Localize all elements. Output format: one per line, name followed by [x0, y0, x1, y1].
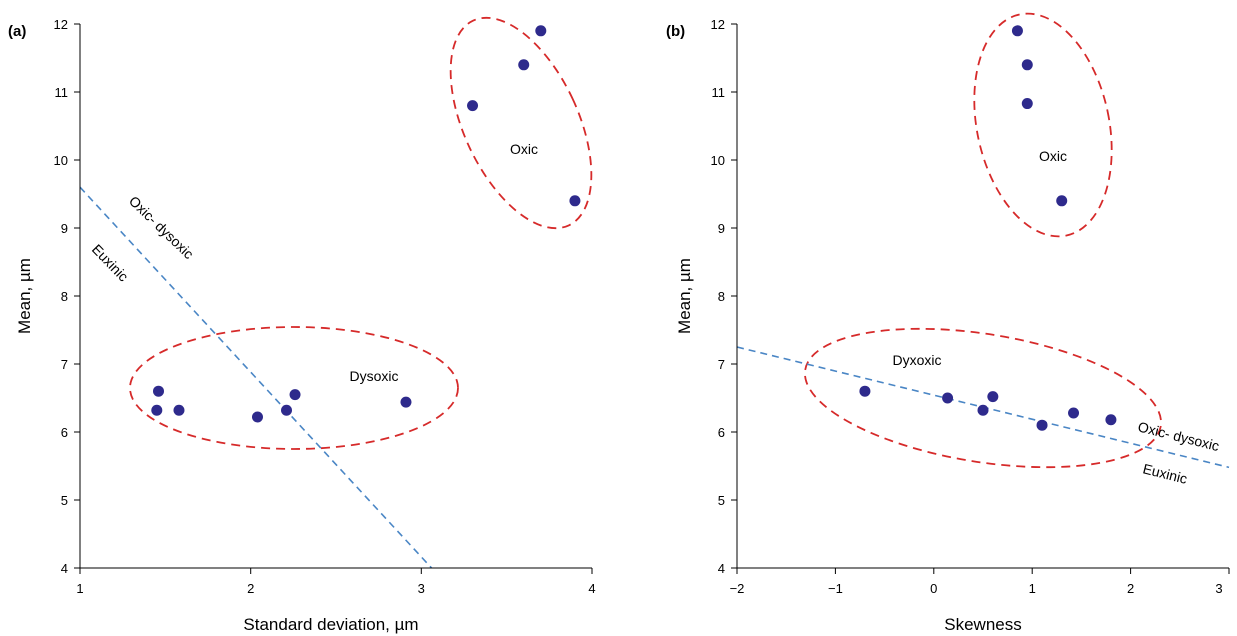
- panel-a-data-point: [400, 396, 412, 408]
- panel-a-y-tick-label: 7: [61, 357, 68, 372]
- panel-b-y-tick-label: 6: [718, 425, 725, 440]
- panel-a-y-tick-label: 9: [61, 221, 68, 236]
- panel-a-y-tick-label: 4: [61, 561, 68, 576]
- panel-a-data-point: [151, 404, 163, 416]
- panel-a-data-point: [173, 404, 185, 416]
- panel-b-data-point: [1036, 419, 1048, 431]
- panel-b-y-tick-label: 10: [711, 153, 725, 168]
- panel-a-points: [151, 25, 581, 423]
- panel-b-label: (b): [666, 23, 685, 40]
- panel-a-y-tick-label: 5: [61, 493, 68, 508]
- panel-a-y-tick-label: 8: [61, 289, 68, 304]
- panel-a-x-tick-label: 1: [76, 581, 83, 596]
- panel-b-data-point: [1056, 195, 1068, 207]
- panel-b-y-tick-label: 11: [712, 85, 726, 100]
- panel-a-y-tick-label: 11: [55, 85, 69, 100]
- panel-b-y-tick-label: 7: [718, 357, 725, 372]
- panel-b-x-tick-label: 1: [1029, 581, 1036, 596]
- panel-a-data-point: [251, 411, 263, 423]
- panel-a-label: (a): [8, 23, 26, 40]
- panel-b-x-tick-label: −1: [828, 581, 843, 596]
- panel-a-data-point: [518, 59, 530, 71]
- panel-a-data-point: [569, 195, 581, 207]
- panel-b-data-point: [1011, 25, 1023, 37]
- panel-b-x-tick-label: 0: [930, 581, 937, 596]
- panel-a-x-tick-label: 3: [418, 581, 425, 596]
- panel-b-data-point: [987, 391, 999, 403]
- panel-b-oxic-dysoxic-label: Oxic- dysoxic: [1136, 418, 1221, 454]
- panel-a-y-tick-label: 6: [61, 425, 68, 440]
- panel-b: (b) Mean, µm Skewness Oxic Dyxoxic Oxic-…: [666, 12, 1230, 634]
- panel-a-oxic-ellipse: [449, 16, 593, 230]
- panel-b-x-tick-label: −2: [730, 581, 745, 596]
- panel-a-oxic-label: Oxic: [510, 141, 538, 157]
- panel-a-dysoxic-ellipse: [129, 326, 459, 450]
- panel-b-oxic-label: Oxic: [1039, 148, 1067, 164]
- panel-b-y-tick-label: 12: [711, 17, 725, 32]
- panel-b-points: [859, 25, 1117, 431]
- panel-b-data-point: [859, 385, 871, 397]
- panel-a-oxic-dysoxic-label: Oxic- dysoxic: [126, 193, 197, 262]
- panel-a-data-point: [289, 389, 301, 401]
- panel-b-y-tick-label: 9: [718, 221, 725, 236]
- panel-a-data-point: [153, 385, 165, 397]
- panel-b-y-tick-label: 5: [718, 493, 725, 508]
- panel-b-y-tick-label: 8: [718, 289, 725, 304]
- panel-a-euxinic-label: Euxinic: [89, 241, 132, 285]
- panel-b-data-point: [1021, 59, 1033, 71]
- panel-b-data-point: [1105, 414, 1117, 426]
- panel-b-y-tick-label: 4: [718, 561, 725, 576]
- panel-b-data-point: [942, 392, 954, 404]
- panel-b-data-point: [1068, 407, 1080, 419]
- panel-b-oxic-ellipse: [973, 12, 1113, 238]
- panel-a-y-axis-title: Mean, µm: [15, 258, 34, 334]
- panel-b-x-tick-label: 3: [1215, 581, 1222, 596]
- panel-a-data-point: [535, 25, 547, 37]
- panel-b-dyxoxic-ellipse: [804, 327, 1162, 469]
- panel-b-data-point: [977, 404, 989, 416]
- panel-a-x-tick-label: 2: [247, 581, 254, 596]
- panel-a-boundary-line: [79, 186, 433, 569]
- panel-b-y-axis-title: Mean, µm: [675, 258, 694, 334]
- panel-b-data-point: [1021, 98, 1033, 110]
- panel-a-data-point: [281, 404, 293, 416]
- panel-b-x-tick-label: 2: [1127, 581, 1134, 596]
- panel-a-dysoxic-label: Dysoxic: [349, 368, 398, 384]
- panel-b-x-axis-title: Skewness: [944, 615, 1021, 634]
- panel-a-y-tick-label: 12: [54, 17, 68, 32]
- panel-a-data-point: [467, 100, 479, 112]
- panel-b-dyxoxic-label: Dyxoxic: [892, 352, 941, 368]
- panel-a: (a) Mean, µm Standard deviation, µm Oxic…: [8, 16, 596, 634]
- panel-a-x-axis-title: Standard deviation, µm: [243, 615, 418, 634]
- panel-b-euxinic-label: Euxinic: [1141, 460, 1189, 486]
- panel-a-y-tick-label: 10: [54, 153, 68, 168]
- panel-a-x-tick-label: 4: [588, 581, 595, 596]
